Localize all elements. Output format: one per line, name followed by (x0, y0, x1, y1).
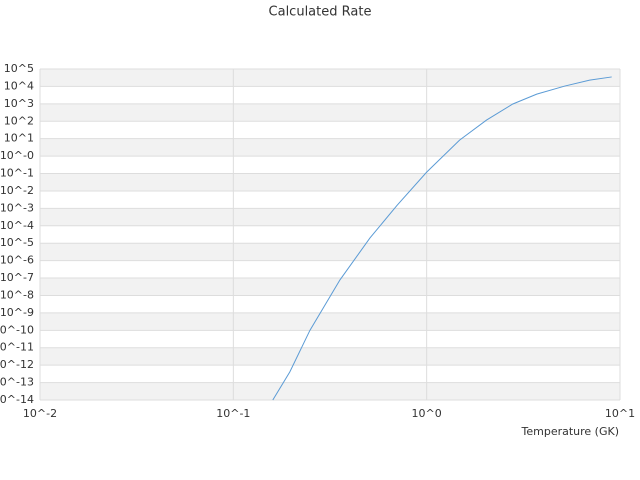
y-tick-label: 10^2 (4, 114, 34, 127)
y-tick-label: 10^-10 (0, 323, 34, 336)
y-tick-label: 10^-1 (0, 167, 34, 180)
x-axis-label: Temperature (GK) (521, 425, 620, 438)
grid-band (40, 138, 620, 157)
grid-band (40, 312, 620, 331)
x-tick-label: 10^-2 (23, 407, 57, 420)
x-tick-label: 10^-1 (216, 407, 250, 420)
grid-band (40, 69, 620, 87)
y-tick-label: 10^5 (4, 62, 34, 75)
grid-band (40, 173, 620, 191)
y-tick-label: 10^-8 (0, 288, 34, 301)
y-tick-label: 10^-9 (0, 306, 34, 319)
grid-band (40, 243, 620, 261)
grid-band (40, 382, 620, 400)
y-tick-label: 10^-11 (0, 341, 34, 354)
y-tick-label: 10^-4 (0, 219, 34, 232)
grid-band (40, 208, 620, 226)
grid-band (40, 347, 620, 366)
y-tick-label: 10^1 (4, 132, 34, 145)
grid-band (40, 278, 620, 296)
y-tick-label: 10^-7 (0, 271, 34, 284)
y-tick-label: 10^4 (4, 79, 34, 92)
grid (39, 68, 621, 401)
y-tick-label: 10^-0 (0, 149, 34, 162)
line (272, 76, 612, 401)
x-tick-label: 10^0 (412, 407, 442, 420)
y-tick-label: 10^3 (4, 97, 34, 110)
y-tick-label: 10^-3 (0, 201, 34, 214)
x-tick-label: 10^1 (605, 407, 635, 420)
chart-title: Calculated Rate (269, 5, 372, 20)
grid-band (40, 103, 620, 122)
y-tick-label: 10^-14 (0, 393, 34, 406)
y-tick-label: 10^-13 (0, 376, 34, 389)
y-tick-label: 10^-2 (0, 184, 34, 197)
y-tick-label: 10^-12 (0, 358, 34, 371)
y-tick-label: 10^-5 (0, 236, 34, 249)
y-tick-label: 10^-6 (0, 254, 34, 267)
